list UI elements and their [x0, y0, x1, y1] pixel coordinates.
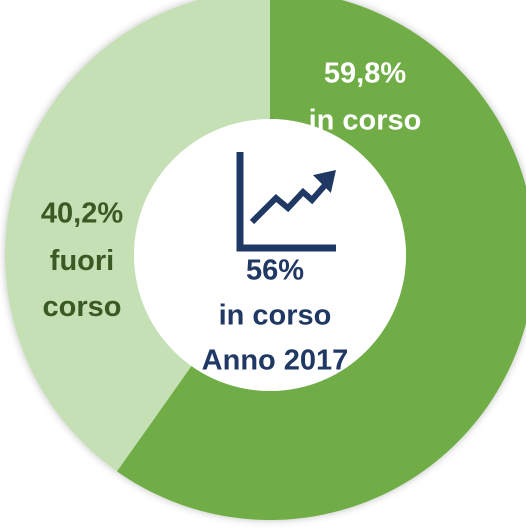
icon-line — [249, 182, 329, 225]
donut-slice — [116, 0, 526, 520]
category-label-line: fuori — [50, 245, 114, 277]
donut-slice — [5, 0, 270, 472]
trend-icon — [236, 152, 336, 252]
donut-hole — [134, 119, 406, 391]
icon-arrow — [313, 170, 336, 193]
value-label: 40,2% — [41, 198, 123, 230]
category-label: in corso — [309, 105, 422, 137]
category-label: fuori corso — [43, 245, 122, 323]
category-label-line: corso — [43, 291, 122, 323]
icon-axes — [236, 152, 336, 252]
value-label: 59,8% — [324, 58, 406, 90]
center-label: Anno 2017 — [202, 345, 349, 377]
center-label: in corso — [219, 300, 332, 332]
donut-ring — [5, 0, 526, 520]
labels: 59,8% in corso 40,2% fuori corso 56% in corso A… — [41, 58, 422, 377]
center-label: 56% — [246, 255, 304, 287]
